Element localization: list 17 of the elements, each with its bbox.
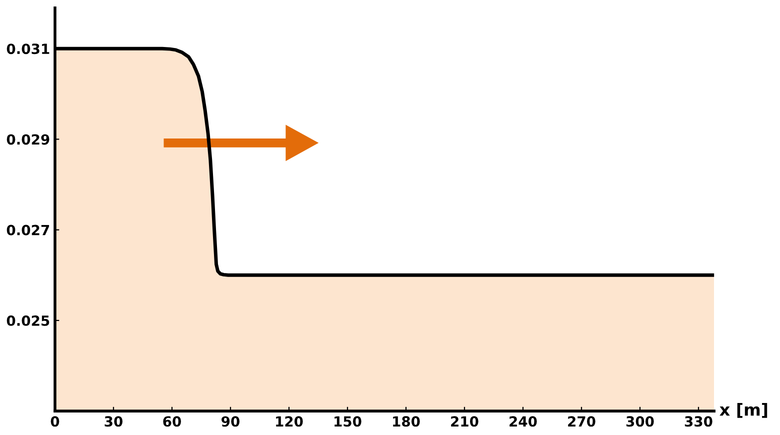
y-tick-label: 0.031 <box>6 44 50 54</box>
y-tick-label: 0.025 <box>6 315 50 326</box>
x-tick-label: 60 <box>163 416 181 427</box>
x-tick-label: 210 <box>451 416 478 427</box>
y-tick-label: 0.029 <box>6 134 50 145</box>
x-tick-label: 120 <box>276 416 303 427</box>
x-tick-label: 150 <box>334 416 362 427</box>
x-tick-label: 240 <box>510 416 537 427</box>
x-tick-label: 330 <box>684 416 712 427</box>
x-tick-label: 90 <box>222 416 240 427</box>
x-tick-label: 270 <box>568 416 596 427</box>
x-tick-label: 180 <box>393 416 420 427</box>
x-tick-label: 0 <box>50 416 60 427</box>
x-axis-title: x [m] <box>720 403 768 418</box>
y-tick-label: 0.027 <box>6 224 50 236</box>
x-tick-label: 300 <box>626 416 654 427</box>
x-tick-label: 30 <box>104 416 122 427</box>
